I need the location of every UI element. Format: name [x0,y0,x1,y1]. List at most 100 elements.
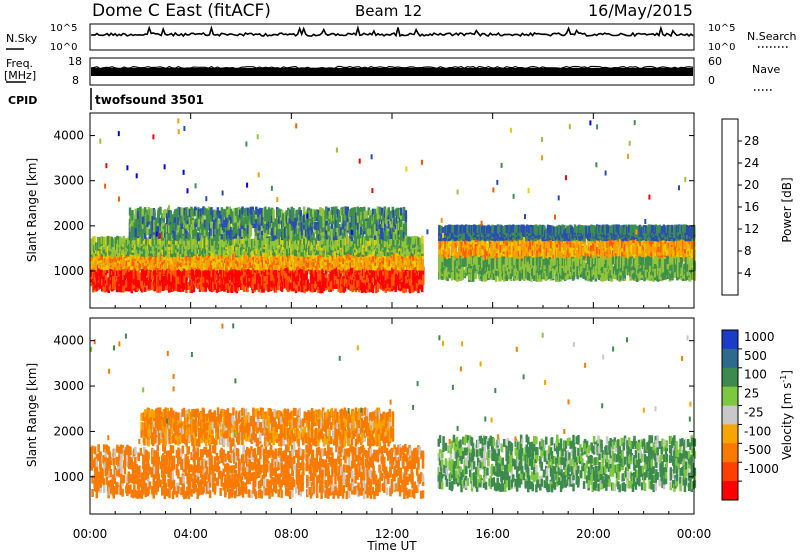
power-cell [185,262,188,271]
power-cell [317,255,320,264]
power-cell [351,276,354,285]
power-cell [139,222,142,231]
power-cell [342,273,345,282]
power-cell [229,226,233,235]
power-cell [270,248,273,257]
power-cell [386,275,390,284]
power-cell [168,273,171,282]
power-cell [301,265,304,274]
power-cell [210,284,213,293]
power-cell [340,276,344,285]
power-cell [202,274,205,283]
power-cell [123,277,126,286]
power-cell [140,269,144,278]
power-cell [278,277,281,286]
power-cell [149,226,153,234]
power-cell [311,272,314,281]
power-cell [221,269,225,278]
power-cell [139,239,142,248]
power-cell [421,284,424,293]
power-cell [192,284,196,293]
power-cell [159,223,162,232]
power-cell [358,237,362,246]
power-cell [180,221,183,230]
power-cell [210,207,213,216]
power-cell [153,217,156,226]
power-cell [142,236,146,245]
power-cell [297,273,301,282]
power-cell [265,260,268,269]
nsky-frame [89,23,695,51]
power-cell [413,282,417,291]
power-cell [194,236,197,245]
power-cell [106,235,110,244]
power-cell [349,259,352,268]
power-cell [272,209,275,218]
power-cell [413,235,417,244]
power-cell [188,224,192,233]
power-cell [173,209,177,218]
power-cell [211,237,215,246]
power-cell [221,247,224,256]
power-cell [105,236,108,245]
power-cell [136,210,140,219]
power-cell [221,239,224,247]
power-cell [146,218,149,227]
power-cell [340,284,344,292]
power-cell [232,242,235,251]
power-cell [168,257,171,266]
power-cell [353,281,356,290]
power-cell [97,247,100,256]
power-cell [200,208,203,217]
power-cell [421,235,424,244]
power-cell [192,208,195,217]
power-cell [412,272,415,280]
power-cell [97,236,100,245]
power-cell [379,270,382,279]
power-cell [317,273,320,282]
power-cell [270,254,273,263]
power-cell [416,236,419,245]
power-cell [154,255,157,264]
power-cell [156,284,159,293]
power-cell [168,280,171,289]
power-cell [177,268,180,277]
power-cell [347,235,350,244]
power-cell [205,208,209,217]
power-cell [355,236,359,245]
power-cell [218,210,222,219]
power-cell [131,239,134,248]
power-cell [389,248,392,257]
power-cell [122,276,125,285]
power-cell [357,237,360,245]
power-cell [208,273,212,282]
power-cell [200,237,204,246]
power-cell [157,225,161,234]
power-cell [236,268,240,277]
power-cell [128,269,131,278]
power-cell [419,276,422,285]
power-cell [189,237,192,246]
power-cell [349,267,352,276]
power-cell [187,237,190,246]
power-cell [368,281,372,290]
power-cell [119,236,122,245]
power-cell [244,253,248,262]
power-cell [379,276,382,284]
power-cell [163,262,167,271]
power-cell [246,284,249,293]
power-cell [243,239,246,248]
freq-panel: Freq. [MHz] 18 8 60 0 Nave [4,55,780,91]
power-cell [278,249,281,258]
power-cell [228,284,232,293]
power-cell [177,224,180,233]
power-cell [169,228,172,236]
power-cell [332,267,335,276]
power-cell [122,284,125,293]
power-cell [180,280,184,289]
power-cell [335,239,339,247]
freq-tick-top: 18 [68,55,82,68]
power-cell [313,237,316,246]
power-cell [208,268,212,277]
power-cell [283,269,287,278]
